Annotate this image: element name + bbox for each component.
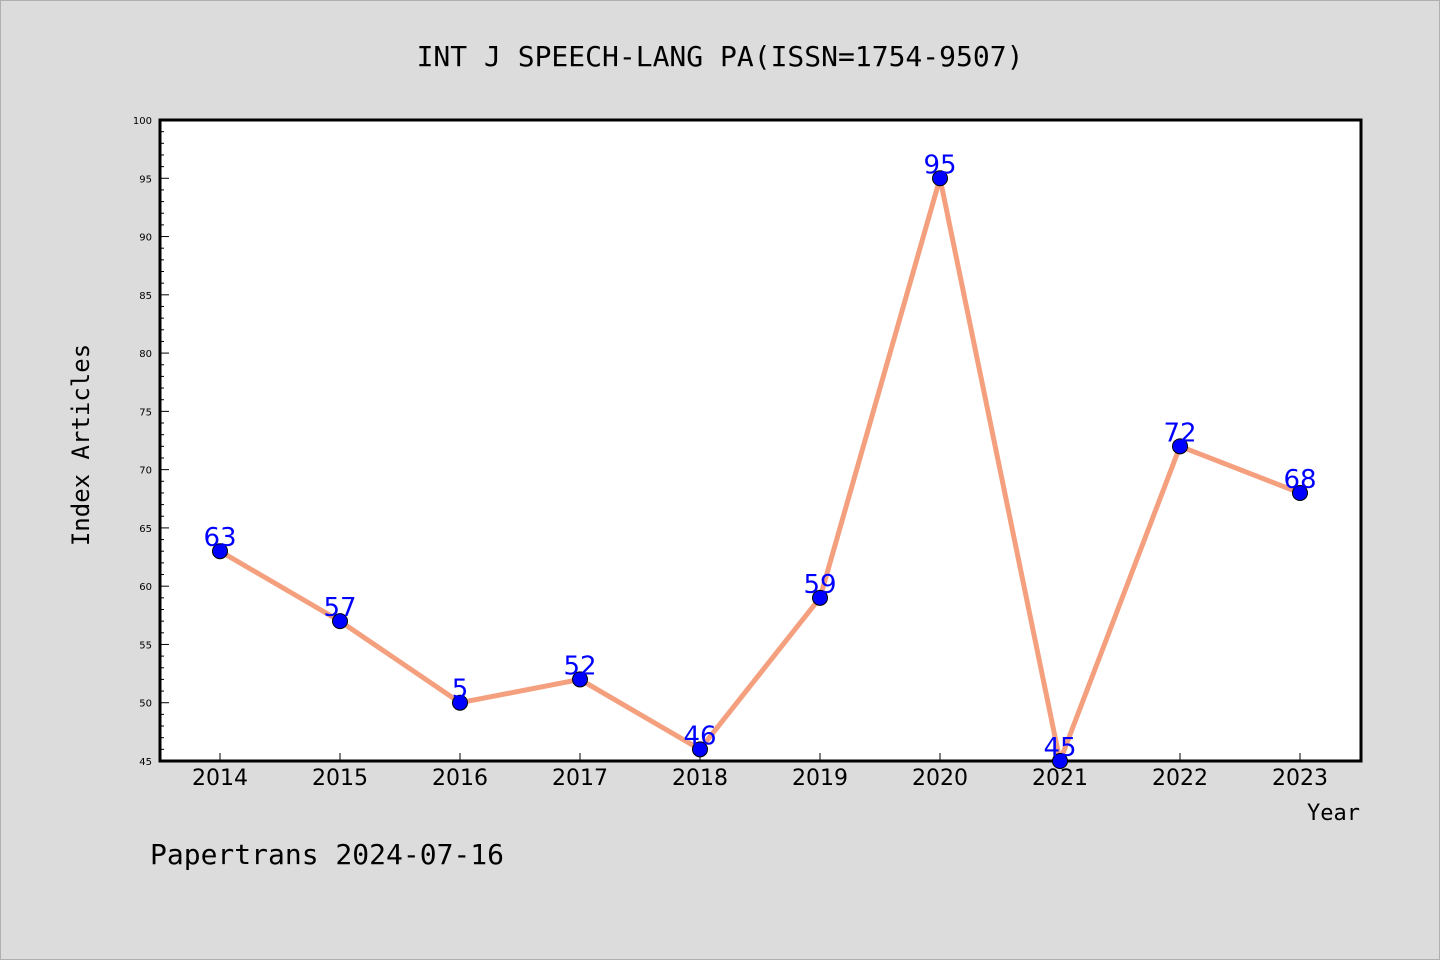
x-tick-label: 2015: [312, 766, 368, 791]
data-point: [1052, 753, 1068, 769]
x-tick-label: 2014: [192, 766, 248, 791]
y-tick-label: 45: [139, 757, 152, 768]
y-tick-label: 55: [139, 640, 152, 651]
chart-title: INT J SPEECH-LANG PA(ISSN=1754-9507): [417, 40, 1024, 73]
y-tick-label: 95: [139, 174, 152, 185]
y-tick-label: 70: [139, 466, 152, 477]
plot-area: [158, 118, 1363, 763]
data-point: [452, 694, 468, 711]
x-tick-label: 2020: [912, 766, 968, 791]
data-label: 46: [683, 721, 716, 751]
series-line: [217, 175, 1303, 764]
data-label: 72: [1163, 418, 1196, 448]
y-axis: 45 50 55 60 65 70 75 80 85 90 95 100: [133, 116, 169, 768]
x-axis-label: Year: [1307, 801, 1360, 826]
data-label: 59: [803, 570, 836, 600]
data-point: [1172, 438, 1188, 455]
data-label: 63: [203, 523, 236, 553]
data-label: 57: [323, 593, 356, 623]
y-axis-label: Index Articles: [67, 344, 95, 546]
data-point: [212, 543, 228, 560]
footer-stamp: Papertrans 2024-07-16: [150, 838, 504, 871]
data-point: [692, 741, 708, 758]
data-point: [572, 671, 588, 688]
data-point: [812, 589, 828, 606]
x-tick-label: 2017: [552, 766, 608, 791]
series-layer: 63 57 5 52 46 59 95 45 72 68: [203, 150, 1317, 769]
y-tick-label: 85: [139, 291, 152, 302]
data-point: [332, 613, 348, 630]
y-tick-label: 90: [139, 233, 152, 244]
x-tick-label: 2019: [792, 766, 848, 791]
data-label: 52: [563, 651, 596, 681]
x-tick-label: 2016: [432, 766, 488, 791]
data-point: [932, 170, 948, 187]
data-label: 5: [452, 675, 469, 705]
y-tick-label: 75: [139, 407, 152, 418]
x-tick-label: 2022: [1152, 766, 1208, 791]
x-tick-label: 2018: [672, 766, 728, 791]
data-label: 45: [1043, 733, 1076, 763]
y-tick-label: 65: [139, 524, 152, 535]
x-axis: 2014 2015 2016 2017 2018 2019 2020 2021 2022 2023: [192, 753, 1328, 791]
data-point: [1292, 484, 1308, 501]
data-label: 68: [1283, 465, 1316, 495]
y-tick-label: 60: [139, 582, 152, 593]
x-tick-label: 2023: [1272, 766, 1328, 791]
y-tick-label: 100: [133, 116, 152, 127]
data-label: 95: [923, 150, 956, 180]
y-tick-label: 80: [139, 349, 152, 360]
y-tick-label: 50: [139, 699, 152, 710]
x-tick-label: 2021: [1032, 766, 1088, 791]
